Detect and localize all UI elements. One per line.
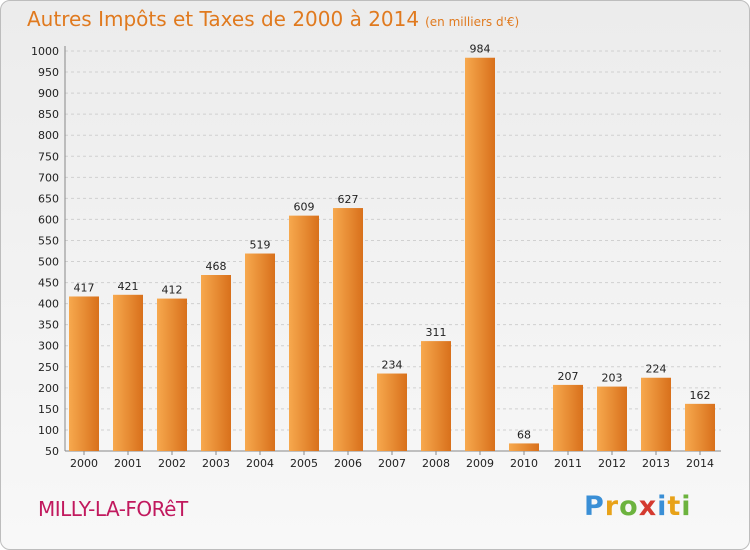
bar [113,294,143,451]
bars [69,57,715,451]
bar [597,386,627,451]
logo-letter: P [584,491,605,522]
bar-value-label: 234 [382,359,403,372]
bar [333,208,363,451]
chart-title-text: Autres Impôts et Taxes de 2000 à 2014 [27,7,420,31]
x-tick-label: 2007 [378,457,406,470]
y-tick-label: 250 [38,361,59,374]
y-axis: 50 100 150 200 250 300 350 400 450 500 550 600 650 70… [31,45,721,458]
bar-value-label: 224 [646,363,667,376]
bar-value-label: 412 [162,284,183,297]
bar [69,296,99,451]
chart-title: Autres Impôts et Taxes de 2000 à 2014 (en… [27,7,519,31]
bar-value-label: 207 [558,370,579,383]
y-tick-label: 700 [38,171,59,184]
x-tick-label: 2005 [290,457,318,470]
x-axis: 2000 2001 2002 2003 2004 2005 2006 2007 2008 2009… [70,451,714,470]
bar-value-label: 609 [294,201,315,214]
y-tick-label: 150 [38,403,59,416]
y-tick-label: 1000 [31,45,59,58]
bar [465,57,495,451]
logo-letter: t [667,491,682,522]
y-tick-label: 800 [38,129,59,142]
y-tick-label: 900 [38,87,59,100]
x-tick-label: 2013 [642,457,670,470]
y-tick-label: 950 [38,66,59,79]
bar-value-label: 203 [602,372,623,385]
y-tick-label: 650 [38,192,59,205]
bar-value-label: 468 [206,260,227,273]
x-tick-label: 2004 [246,457,274,470]
chart-subtitle: (en milliers d'€) [425,15,520,29]
bar-value-label: 162 [690,389,711,402]
bar [553,384,583,451]
bar [641,377,671,451]
x-tick-label: 2010 [510,457,538,470]
bar-value-label: 417 [74,281,95,294]
x-tick-label: 2001 [114,457,142,470]
bar [377,373,407,451]
bar [421,341,451,451]
bar [685,403,715,451]
bar [201,275,231,451]
x-tick-label: 2006 [334,457,362,470]
bar [157,298,187,451]
bar [509,443,539,451]
x-tick-label: 2003 [202,457,230,470]
x-tick-label: 2002 [158,457,186,470]
bar-value-label: 421 [118,280,139,293]
logo-letter: r [604,491,620,522]
bar [245,253,275,451]
y-tick-label: 100 [38,424,59,437]
y-tick-label: 350 [38,319,59,332]
y-tick-label: 600 [38,213,59,226]
x-tick-label: 2008 [422,457,450,470]
y-tick-label: 550 [38,234,59,247]
y-tick-label: 200 [38,382,59,395]
x-tick-label: 2011 [554,457,582,470]
bar-value-label: 68 [517,428,531,441]
x-tick-label: 2009 [466,457,494,470]
value-labels: 417 421 412 468 519 609 627 234 311 984 68 207 203 22… [74,43,711,442]
bar-value-label: 984 [470,43,491,56]
y-tick-label: 50 [45,445,59,458]
logo-letter: o [619,491,639,522]
proxiti-logo: Proxiti [584,491,692,522]
x-tick-label: 2000 [70,457,98,470]
y-tick-label: 400 [38,298,59,311]
y-tick-label: 850 [38,108,59,121]
x-tick-label: 2012 [598,457,626,470]
bar-value-label: 627 [338,193,359,206]
bar-value-label: 519 [250,239,271,252]
logo-letter: x [638,491,658,522]
logo-letter: i [657,491,668,522]
bar [289,215,319,451]
y-tick-label: 450 [38,277,59,290]
logo-letter: i [681,491,692,522]
y-tick-label: 750 [38,150,59,163]
bar-value-label: 311 [426,326,447,339]
x-tick-label: 2014 [686,457,714,470]
city-name: MILLY-LA-FORêT [38,497,188,521]
y-tick-label: 300 [38,340,59,353]
y-tick-label: 500 [38,256,59,269]
